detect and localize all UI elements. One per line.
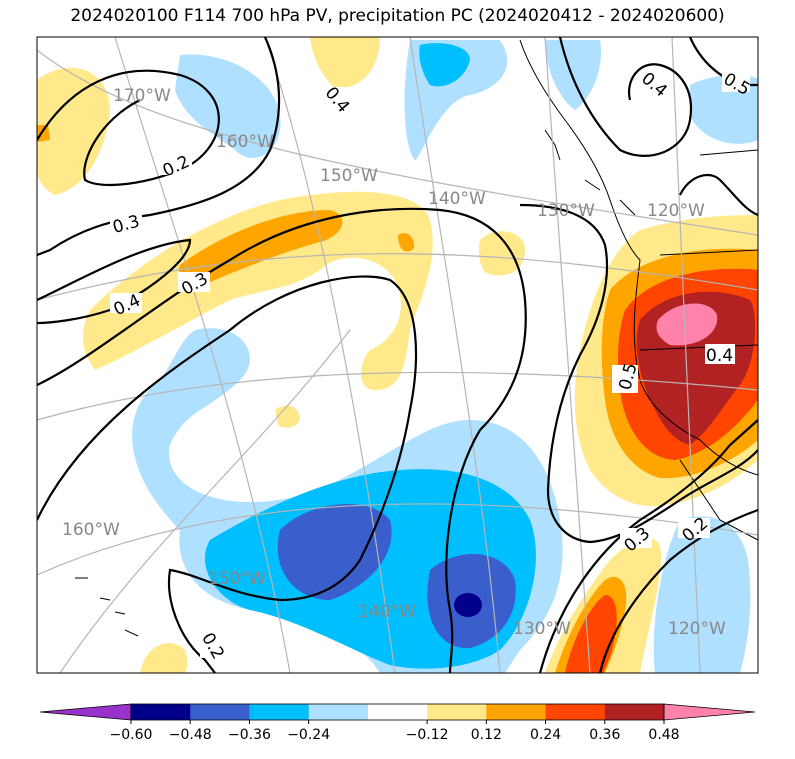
precip-positive-light-region: [310, 37, 380, 89]
longitude-label: 120°W: [668, 619, 726, 639]
meridian-line: [409, 37, 501, 673]
precip-positive-light-region: [83, 191, 433, 390]
meridian-line: [37, 503, 758, 576]
coastline-islands: [544, 129, 636, 216]
colorbar-tick-label: −0.24: [287, 727, 330, 743]
precip-negative-moderate-region: [419, 43, 470, 87]
precip-positive-extreme-region: [656, 303, 718, 346]
precip-positive-light-region: [140, 643, 188, 673]
precip-positive-light-region: [37, 67, 110, 195]
colorbar-tick-label: −0.36: [228, 727, 271, 743]
meridian-line: [671, 37, 701, 673]
pv-contour-line: [679, 173, 758, 217]
precip-positive-moderate-region: [37, 125, 50, 142]
colorbar-segments: [39, 703, 756, 721]
graticule: [37, 37, 758, 673]
border-line: [639, 149, 758, 541]
coastline-aleutian: [75, 577, 139, 637]
meridian-line: [264, 37, 396, 673]
longitude-label: 140°W: [428, 189, 486, 209]
colorbar-extension-low: [39, 703, 132, 721]
precip-negative-strong-region: [277, 503, 392, 600]
longitude-label: 120°W: [647, 201, 705, 221]
longitude-label: 130°W: [513, 619, 571, 639]
precip-positive-light-region: [275, 405, 300, 428]
longitude-label: 150°W: [208, 569, 266, 589]
colorbar-segment: [545, 704, 606, 720]
colorbar-segment: [308, 704, 369, 720]
colorbar-outline: [130, 703, 665, 721]
longitude-label: 160°W: [62, 520, 120, 540]
colorbar-segment: [367, 704, 428, 720]
pv-contour-line: [538, 419, 758, 673]
colorbar-extension-high: [663, 703, 756, 721]
longitude-label: 150°W: [320, 166, 378, 186]
colorbar-tick-label: −0.48: [169, 727, 212, 743]
colorbar-segment: [131, 704, 191, 720]
meridian-line: [114, 37, 291, 673]
pv-contour-line: [519, 203, 758, 544]
precip-fill-layer: [37, 37, 758, 673]
precip-negative-light-region: [653, 516, 751, 673]
pv-contour-label: 0.4: [706, 346, 733, 366]
precip-positive-moderate-region: [398, 233, 415, 252]
coastline-north-america: [519, 39, 758, 476]
longitude-label: 160°W: [216, 132, 274, 152]
meridian-line: [59, 329, 351, 673]
colorbar-segment: [190, 704, 250, 720]
precip-positive-light-region: [478, 231, 525, 276]
colorbar-tick-label: 0.24: [530, 727, 561, 743]
colorbar-tick-label: −0.12: [406, 727, 449, 743]
precip-negative-light-region: [545, 40, 601, 110]
longitude-label: 130°W: [537, 201, 595, 221]
pv-contour-line: [37, 37, 281, 257]
map-frame: [36, 36, 759, 674]
colorbar-tick-label: −0.60: [110, 727, 153, 743]
meridian-line: [37, 371, 758, 421]
longitude-labels: 170°W 160°W 150°W 140°W 130°W 120°W 160°…: [62, 86, 726, 639]
colorbar-segment: [427, 704, 487, 720]
precip-negative-light-region: [175, 54, 281, 158]
pv-contour-line: [558, 37, 693, 157]
meridian-line: [37, 253, 758, 301]
meridian-line: [37, 49, 758, 236]
pv-contour-line: [37, 69, 220, 187]
colorbar-tick-label: 0.36: [589, 727, 620, 743]
precip-positive-strong-region: [565, 595, 617, 673]
precip-negative-extreme-region: [454, 593, 482, 617]
pv-contour-line: [598, 508, 758, 673]
precip-negative-light-region: [690, 75, 758, 144]
colorbar-ticks: −0.60 −0.48 −0.36 −0.24 −0.12 0.12 0.24 0.36 0.4…: [110, 720, 680, 743]
longitude-label: 140°W: [358, 602, 416, 622]
pv-contours: [37, 37, 758, 673]
colorbar-segment: [486, 704, 547, 720]
plot-title: 2024020100 F114 700 hPa PV, precipitatio…: [70, 6, 725, 26]
pv-contour-line: [37, 275, 418, 673]
pv-contour-line: [37, 238, 192, 325]
colorbar-tick-label: 0.12: [471, 727, 502, 743]
coastlines: [75, 39, 758, 637]
colorbar-tick-label: 0.48: [648, 727, 679, 743]
colorbar-segment: [604, 704, 665, 720]
colorbar-segment: [249, 704, 310, 720]
longitude-label: 170°W: [113, 86, 171, 106]
